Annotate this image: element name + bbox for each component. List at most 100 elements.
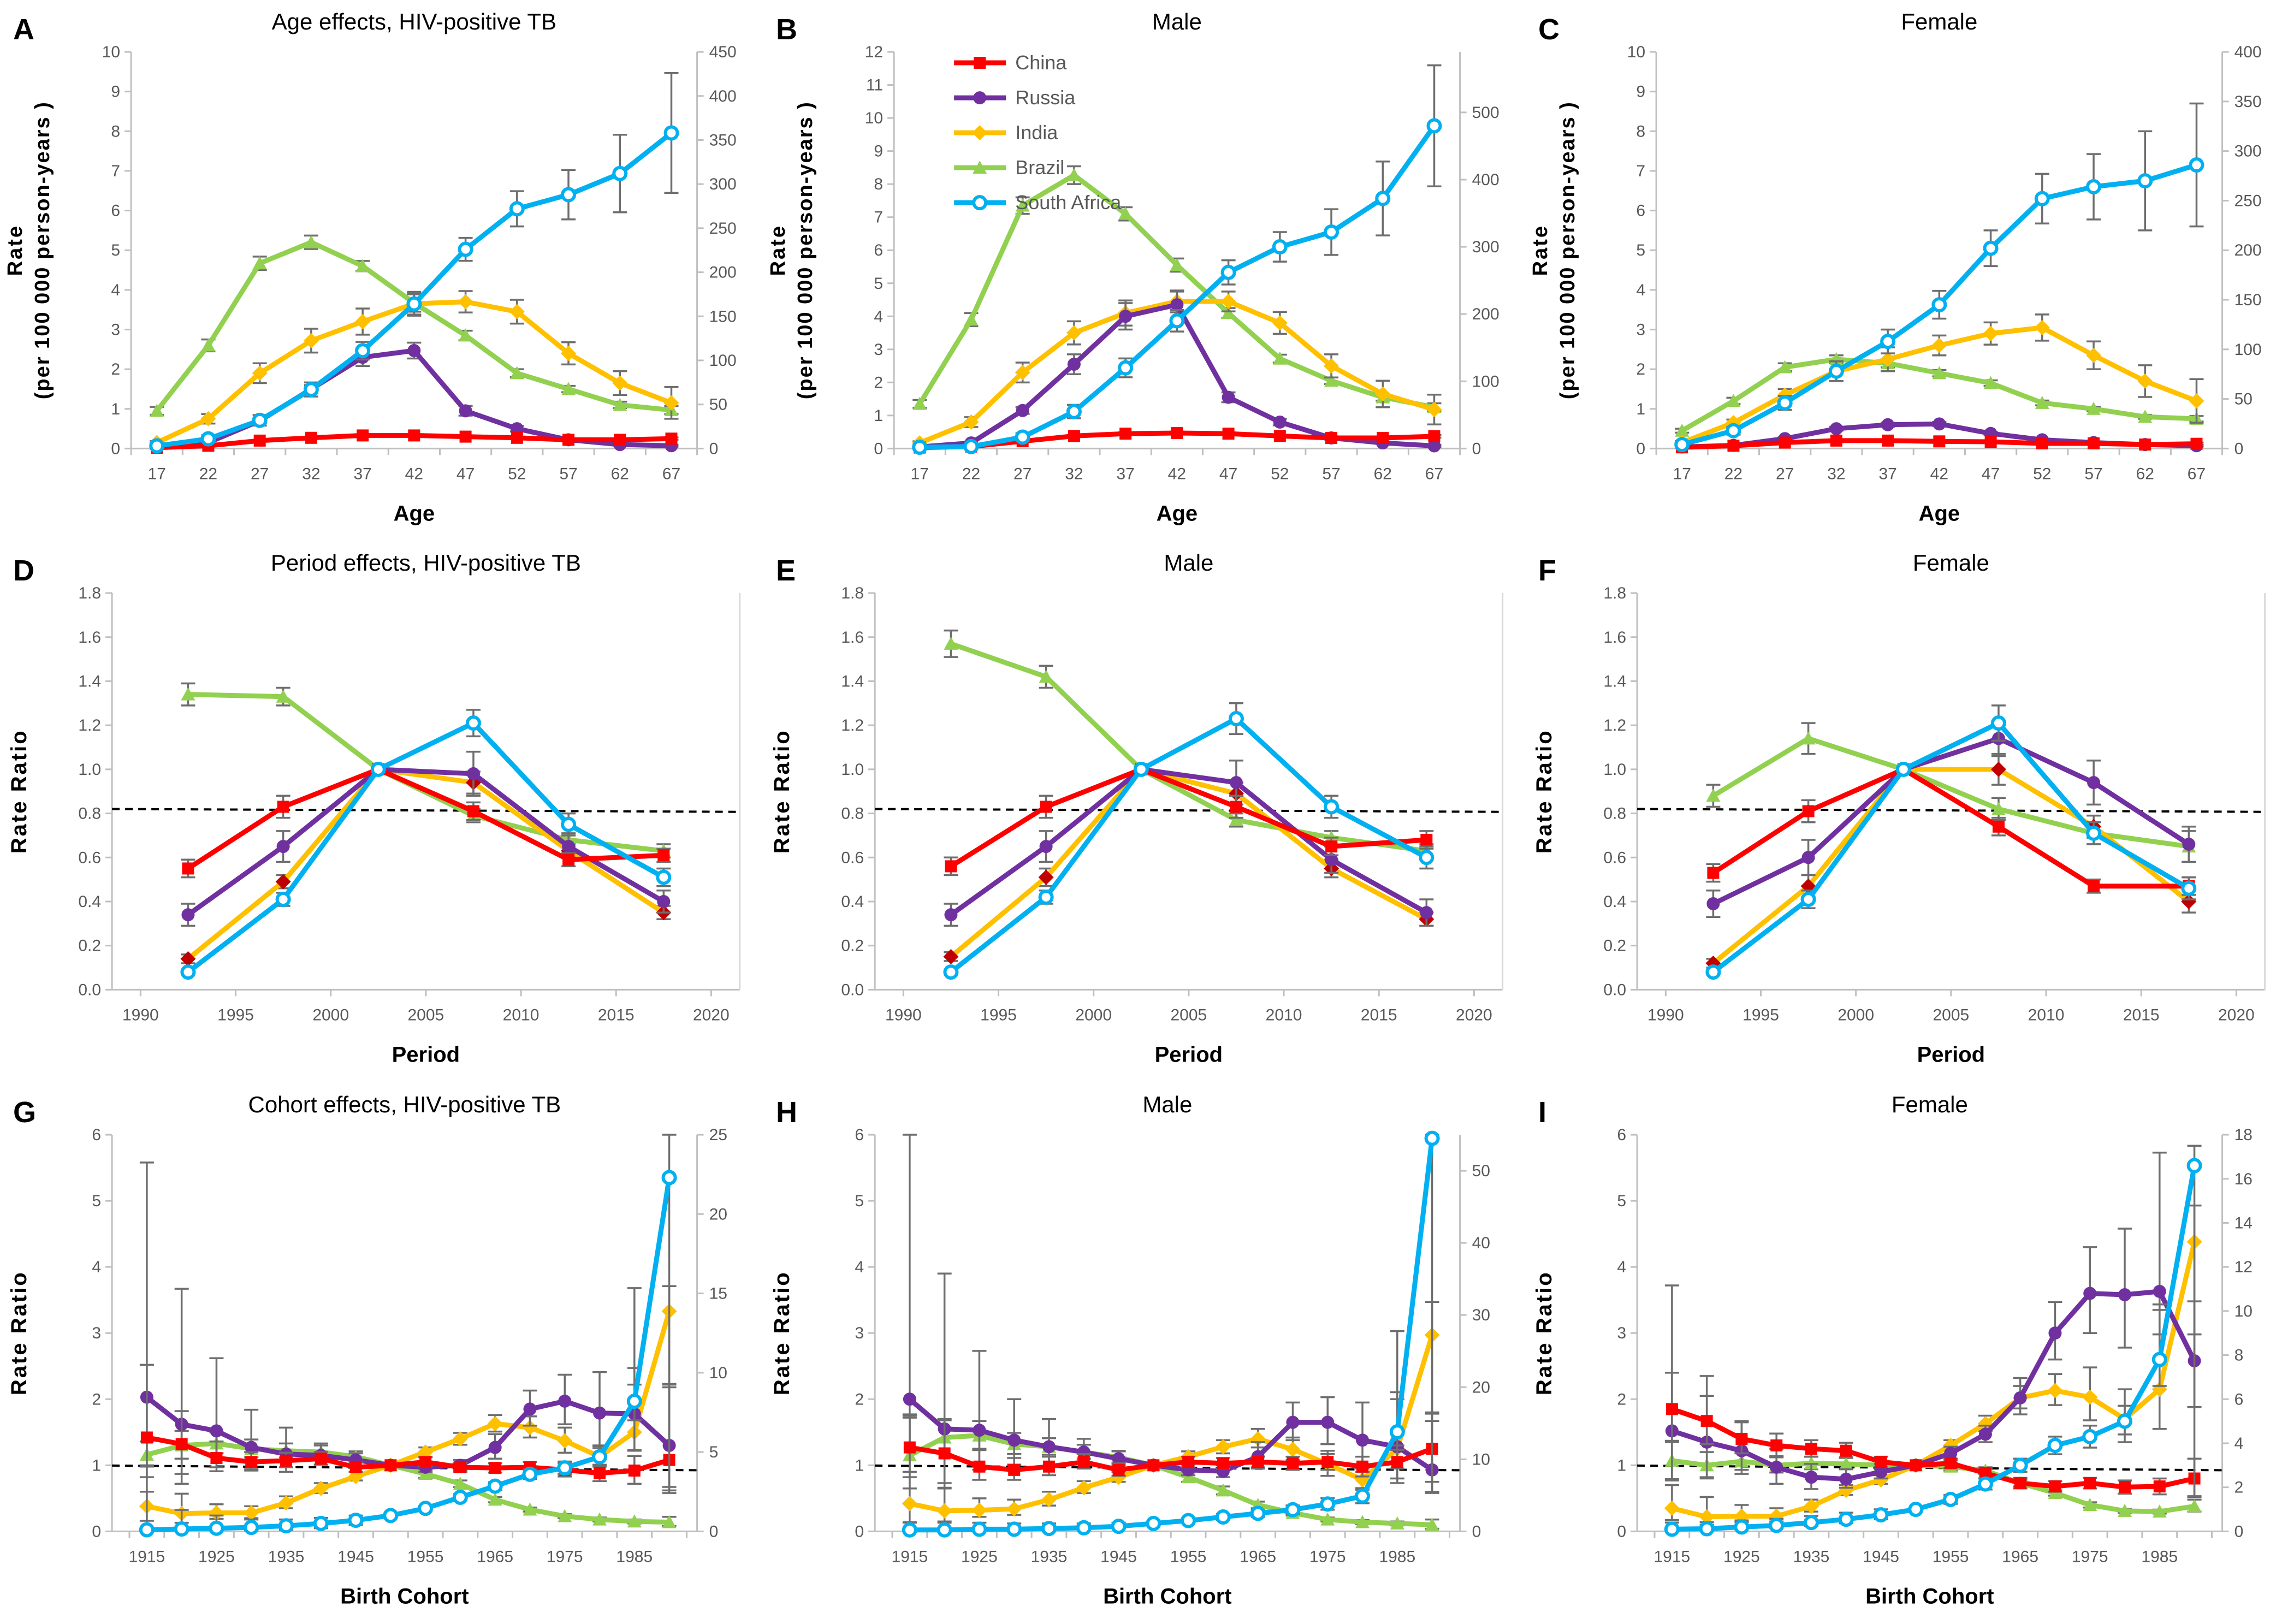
x-tick-label: 47: [1219, 465, 1237, 483]
marker-diamond: [902, 1496, 917, 1512]
marker-open-circle: [1726, 423, 1741, 438]
y-right-tick-label: 5: [709, 1443, 719, 1461]
y-right-tick-label: 400: [709, 87, 737, 105]
y-right-tick-label: 200: [2234, 241, 2262, 259]
y-left-tick-label: 0.6: [841, 849, 864, 867]
x-tick-label: 67: [1425, 465, 1443, 483]
y-right-tick-label: 0: [1472, 440, 1481, 458]
x-tick-label: 2015: [1361, 1006, 1397, 1024]
panel-D-chart: D Period effects, HIV-positive TB0.00.20.…: [7, 550, 741, 1067]
y-left-tick-label: 6: [855, 1126, 864, 1144]
marker-triangle: [1778, 360, 1793, 374]
marker-diamond: [557, 1433, 573, 1449]
series-south_africa: [180, 709, 672, 980]
series-china-line: [1711, 767, 2192, 889]
y-left-tick-label: 3: [111, 321, 120, 339]
y-right-tick-label: 0: [709, 440, 719, 458]
panel-A-chart: A Age effects, HIV-positive TB01234567891…: [4, 9, 737, 525]
y-left-tick-label: 1: [92, 1456, 101, 1474]
y-left-tick-label: 2: [111, 360, 120, 378]
y-axis-title: Rate: [4, 224, 27, 276]
marker-open-circle: [1804, 1515, 1819, 1531]
marker-open-circle: [663, 125, 679, 141]
x-tick-label: 1985: [1379, 1548, 1415, 1566]
series-brazil-markers: [150, 235, 679, 417]
series-south_africa-markers: [902, 1130, 1440, 1538]
y-left-tick-label: 1: [1617, 1456, 1627, 1474]
x-tick-label: 1990: [1647, 1006, 1684, 1024]
marker-square: [1182, 1456, 1194, 1468]
marker-circle: [1805, 1471, 1818, 1484]
x-tick-label: 1965: [477, 1548, 513, 1566]
y-axis-subtitle: (per 100 000 person-years ): [794, 101, 817, 399]
marker-diamond: [458, 294, 473, 310]
marker-open-circle: [252, 412, 268, 428]
panel-G: G Cohort effects, HIV-positive TB 0 1 2 3 4 5 6 0…: [0, 1083, 763, 1624]
y-left-tick-label: 1.4: [78, 673, 101, 691]
marker-square: [459, 430, 472, 443]
x-tick-label: 2000: [1075, 1006, 1112, 1024]
marker-circle: [466, 767, 480, 781]
marker-open-circle: [1800, 892, 1816, 908]
x-tick-label: 27: [251, 465, 269, 483]
series-china: [944, 763, 1433, 876]
y-right-tick-label: 100: [709, 352, 737, 370]
x-axis-title: Age: [1156, 501, 1198, 525]
x-tick-label: 1925: [1723, 1548, 1760, 1566]
series-south_africa-markers: [911, 118, 1442, 455]
y-left-tick-label: 2: [1617, 1390, 1627, 1408]
marker-triangle: [1706, 789, 1721, 802]
x-tick-label: 1915: [1654, 1548, 1691, 1566]
y-axis-title: Rate Ratio: [7, 730, 31, 854]
marker-open-circle: [936, 1522, 952, 1538]
series-russia-line: [1669, 1289, 2197, 1482]
x-tick-label: 37: [1116, 465, 1134, 483]
marker-square: [1770, 1439, 1783, 1451]
marker-open-circle: [656, 870, 672, 886]
marker-triangle: [912, 396, 927, 410]
series-south_africa-line: [907, 1136, 1435, 1533]
x-tick-label: 2010: [2028, 1006, 2065, 1024]
panel-title: Female: [1913, 550, 1989, 576]
series-india-markers: [1705, 762, 2197, 971]
marker-circle: [210, 1424, 223, 1438]
marker-open-circle: [406, 296, 422, 312]
y-left-tick-label: 1.0: [841, 761, 864, 779]
series-brazil-markers: [1706, 731, 2196, 853]
marker-square: [1356, 1460, 1368, 1473]
y-right-tick-label: 0: [709, 1522, 719, 1540]
y-right-tick-label: 0: [2234, 440, 2244, 458]
series-south_africa: [139, 1134, 677, 1538]
reference-line: [1637, 808, 2265, 814]
marker-square: [1222, 428, 1235, 440]
marker-square: [1428, 430, 1441, 442]
y-left-tick-label: 1.6: [841, 629, 864, 647]
y-axis-title: Rate: [767, 224, 790, 276]
marker-diamond: [313, 1480, 329, 1496]
marker-circle: [1320, 1415, 1334, 1429]
series-india-line: [907, 1332, 1435, 1514]
marker-diamond: [1038, 870, 1054, 886]
marker-square: [594, 1467, 606, 1479]
marker-circle: [2013, 1391, 2028, 1404]
y-right-tick-label: 8: [2234, 1347, 2244, 1365]
series-china-line: [948, 767, 1429, 869]
marker-open-circle: [1943, 1491, 1959, 1507]
marker-circle: [407, 343, 421, 357]
marker-triangle: [355, 259, 370, 272]
marker-open-circle: [1272, 239, 1288, 255]
series-brazil-line: [144, 1441, 672, 1525]
y-left-tick-label: 6: [1617, 1126, 1627, 1144]
marker-square: [1325, 432, 1337, 444]
marker-diamond: [2086, 347, 2102, 363]
panel-I: I Female 0 1 2 3 4 5 6 0 2 4 6 8 10 12 14 16 18 1915 1925 193…: [1525, 1083, 2288, 1624]
marker-circle: [181, 908, 195, 922]
marker-diamond: [1931, 337, 1947, 353]
marker-open-circle: [1983, 240, 1999, 256]
marker-triangle: [662, 1515, 677, 1528]
x-tick-label: 2015: [598, 1006, 635, 1024]
x-tick-label: 32: [1065, 465, 1083, 483]
panel-title: Female: [1901, 9, 1978, 34]
marker-open-circle: [1389, 1424, 1405, 1440]
marker-triangle: [1425, 1518, 1439, 1531]
